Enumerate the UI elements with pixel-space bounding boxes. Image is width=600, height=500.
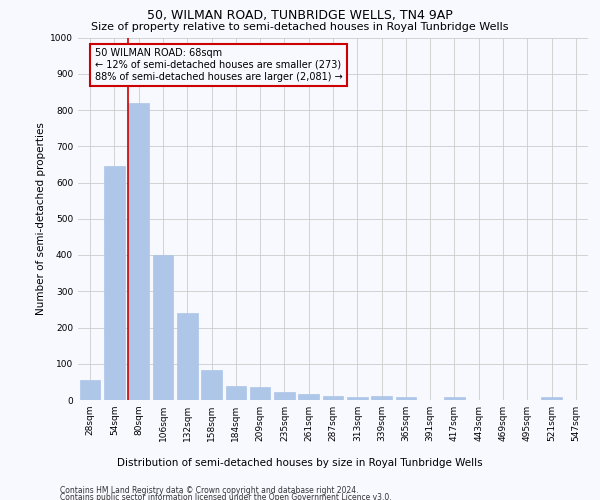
Bar	[177, 313, 197, 400]
Bar	[323, 396, 343, 400]
Bar	[541, 397, 562, 400]
Text: Contains public sector information licensed under the Open Government Licence v3: Contains public sector information licen…	[60, 494, 392, 500]
Bar	[371, 396, 392, 400]
Bar	[298, 394, 319, 400]
Bar	[152, 255, 173, 400]
Text: 50 WILMAN ROAD: 68sqm
← 12% of semi-detached houses are smaller (273)
88% of sem: 50 WILMAN ROAD: 68sqm ← 12% of semi-deta…	[95, 48, 342, 82]
Bar	[201, 370, 222, 400]
Bar	[226, 386, 246, 400]
Text: 50, WILMAN ROAD, TUNBRIDGE WELLS, TN4 9AP: 50, WILMAN ROAD, TUNBRIDGE WELLS, TN4 9A…	[147, 9, 453, 22]
Bar	[347, 397, 368, 400]
Text: Size of property relative to semi-detached houses in Royal Tunbridge Wells: Size of property relative to semi-detach…	[91, 22, 509, 32]
Bar	[80, 380, 100, 400]
Text: Contains HM Land Registry data © Crown copyright and database right 2024.: Contains HM Land Registry data © Crown c…	[60, 486, 359, 495]
Text: Distribution of semi-detached houses by size in Royal Tunbridge Wells: Distribution of semi-detached houses by …	[117, 458, 483, 468]
Bar	[250, 386, 271, 400]
Bar	[444, 397, 465, 400]
Bar	[128, 103, 149, 400]
Bar	[104, 166, 125, 400]
Bar	[395, 397, 416, 400]
Y-axis label: Number of semi-detached properties: Number of semi-detached properties	[36, 122, 46, 315]
Bar	[274, 392, 295, 400]
